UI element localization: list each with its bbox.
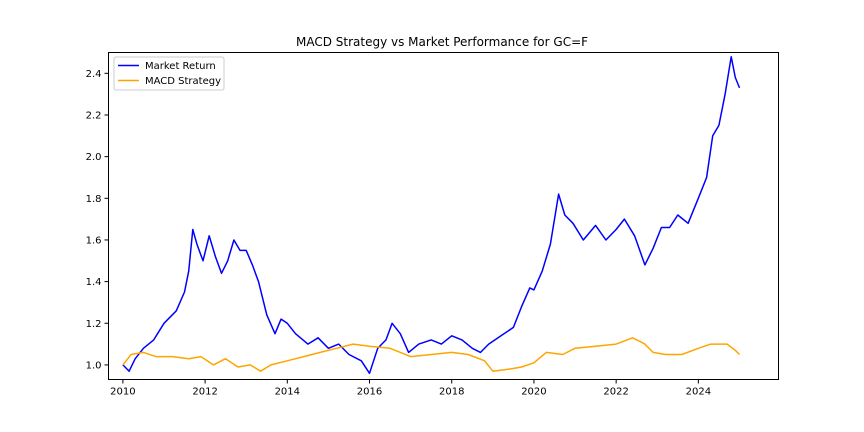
x-tick-label: 2024 (686, 387, 711, 398)
series-line-market-return (122, 55, 741, 375)
x-tick-label: 2018 (439, 387, 464, 398)
y-tick-label: 1.6 (86, 235, 102, 246)
legend-label-macd-strategy: MACD Strategy (145, 76, 221, 87)
y-tick-label: 2.4 (86, 69, 102, 80)
chart-title: MACD Strategy vs Market Performance for … (296, 35, 588, 49)
y-tick-label: 1.2 (86, 319, 102, 330)
x-tick-label: 2014 (275, 387, 300, 398)
series-layer (122, 55, 741, 375)
y-tick-label: 2.2 (86, 110, 102, 121)
y-axis: 1.0 1.2 1.4 1.6 1.8 2.0 2.2 2.4 (86, 69, 109, 371)
x-tick-label: 2016 (357, 387, 382, 398)
plot-frame (108, 52, 779, 380)
legend-label-market-return: Market Return (145, 61, 216, 72)
y-tick-label: 2.0 (86, 152, 102, 163)
x-tick-label: 2010 (110, 387, 135, 398)
x-tick-label: 2012 (192, 387, 217, 398)
legend-box (113, 56, 225, 91)
y-tick-label: 1.0 (86, 360, 102, 371)
legend: Market Return MACD Strategy (113, 56, 225, 91)
x-tick-label: 2020 (521, 387, 546, 398)
x-axis: 2010 2012 2014 2016 2018 2020 2022 2024 (110, 379, 711, 398)
series-line-macd-strategy (122, 337, 741, 372)
x-tick-label: 2022 (603, 387, 628, 398)
y-tick-label: 1.8 (86, 194, 102, 205)
y-tick-label: 1.4 (86, 277, 102, 288)
